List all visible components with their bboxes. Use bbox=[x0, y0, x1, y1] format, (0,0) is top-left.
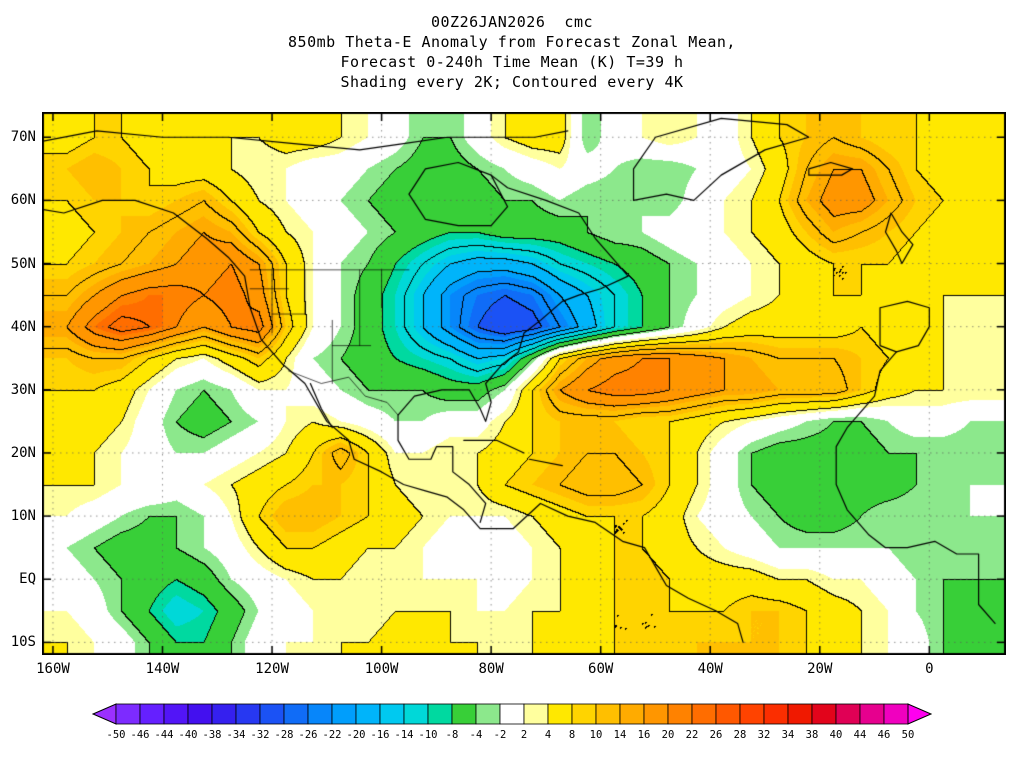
colorbar-tick-label: 10 bbox=[590, 729, 603, 741]
colorbar-tick-label: 32 bbox=[758, 729, 771, 741]
colorbar-segment bbox=[883, 703, 909, 725]
colorbar-segment bbox=[715, 703, 741, 725]
colorbar-tick-label: -8 bbox=[446, 729, 459, 741]
colorbar-tick-label: 2 bbox=[521, 729, 527, 741]
model-run-label: 00Z26JAN2026 cmc bbox=[430, 13, 594, 31]
colorbar-segment bbox=[451, 703, 477, 725]
colorbar-segment bbox=[619, 703, 645, 725]
colorbar-segment bbox=[691, 703, 717, 725]
colorbar-tick-label: 28 bbox=[734, 729, 747, 741]
x-axis-tick-label: 0 bbox=[925, 661, 934, 677]
colorbar-segment bbox=[859, 703, 885, 725]
y-axis-tick-label: 70N bbox=[10, 129, 36, 146]
x-axis-tick-label: 120W bbox=[255, 661, 289, 677]
colorbar-segment bbox=[307, 703, 333, 725]
colorbar-tick-label: 50 bbox=[902, 729, 915, 741]
x-axis-tick-label: 140W bbox=[145, 661, 180, 677]
colorbar-segment bbox=[139, 703, 165, 725]
colorbar-segment bbox=[667, 703, 693, 725]
colorbar-segment bbox=[355, 703, 381, 725]
colorbar-left-arrow bbox=[92, 703, 117, 725]
colorbar-segment bbox=[115, 703, 141, 725]
x-axis-tick-label: 40W bbox=[697, 661, 723, 677]
colorbar-segment bbox=[235, 703, 261, 725]
title-block: 00Z26JAN2026 cmc 850mb Theta-E Anomaly f… bbox=[0, 12, 1024, 92]
colorbar-tick-label: -50 bbox=[107, 729, 126, 741]
colorbar-segment bbox=[547, 703, 573, 725]
colorbar-tick-label: 40 bbox=[830, 729, 843, 741]
colorbar-segment bbox=[475, 703, 501, 725]
y-axis-tick-label: 30N bbox=[10, 381, 36, 398]
colorbar-tick-label: -46 bbox=[131, 729, 150, 741]
colorbar-tick-label: -14 bbox=[395, 729, 414, 741]
y-axis-tick-label: 10S bbox=[10, 634, 36, 651]
chart-title: 850mb Theta-E Anomaly from Forecast Zona… bbox=[288, 33, 736, 51]
colorbar-tick-label: 4 bbox=[545, 729, 551, 741]
colorbar-tick-label: -40 bbox=[179, 729, 198, 741]
colorbar-segment bbox=[379, 703, 405, 725]
colorbar-tick-label: 22 bbox=[686, 729, 699, 741]
colorbar-tick-label: -32 bbox=[251, 729, 270, 741]
colorbar-segment bbox=[835, 703, 861, 725]
colorbar-segment bbox=[763, 703, 789, 725]
colorbar-tick-label: 38 bbox=[806, 729, 819, 741]
x-axis-tick-label: 100W bbox=[364, 661, 399, 677]
colorbar-segment bbox=[403, 703, 429, 725]
y-axis-tick-label: 20N bbox=[10, 444, 36, 461]
colorbar-tick-label: -22 bbox=[323, 729, 342, 741]
colorbar-tick-label: 14 bbox=[614, 729, 627, 741]
colorbar-tick-label: 20 bbox=[662, 729, 675, 741]
colorbar-tick-label: -4 bbox=[470, 729, 483, 741]
colorbar-tick-label: -38 bbox=[203, 729, 222, 741]
colorbar-segment bbox=[283, 703, 309, 725]
colorbar-tick-label: 16 bbox=[638, 729, 651, 741]
colorbar-segment bbox=[643, 703, 669, 725]
x-axis-tick-label: 20W bbox=[807, 661, 833, 677]
colorbar-segment bbox=[211, 703, 237, 725]
colorbar-tick-label: -10 bbox=[419, 729, 438, 741]
colorbar-segment bbox=[739, 703, 765, 725]
colorbar-tick-label: -20 bbox=[347, 729, 366, 741]
y-axis-tick-label: 10N bbox=[10, 508, 36, 525]
y-axis-tick-label: 50N bbox=[10, 255, 36, 272]
x-axis-tick-label: 160W bbox=[36, 661, 70, 677]
colorbar-segment bbox=[163, 703, 189, 725]
colorbar-segment bbox=[331, 703, 357, 725]
colorbar: -50 -46 -44 -40 -38 -34 -32 -28 -26 -22 -20 -16 -14-… bbox=[92, 703, 932, 741]
theta-e-anomaly-field-canvas bbox=[42, 112, 1006, 655]
colorbar-segment bbox=[427, 703, 453, 725]
colorbar-tick-label: 26 bbox=[710, 729, 723, 741]
colorbar-tick-label: 44 bbox=[854, 729, 867, 741]
y-axis-tick-label: EQ bbox=[19, 571, 36, 588]
map-plot: 70N 60N 50N 40N 30N 20N 10N EQ 10S 160W 140W 120W 10… bbox=[11, 112, 1006, 677]
shading-note: Shading every 2K; Contoured every 4K bbox=[340, 73, 684, 91]
x-axis-tick-label: 60W bbox=[588, 661, 614, 677]
colorbar-tick-label: 46 bbox=[878, 729, 891, 741]
colorbar-segment bbox=[187, 703, 213, 725]
colorbar-right-arrow bbox=[907, 703, 932, 725]
colorbar-tick-label: -2 bbox=[494, 729, 507, 741]
colorbar-segment bbox=[811, 703, 837, 725]
y-axis-tick-label: 40N bbox=[10, 318, 36, 335]
colorbar-tick-label: -44 bbox=[155, 729, 174, 741]
colorbar-segment bbox=[571, 703, 597, 725]
colorbar-tick-label: 8 bbox=[569, 729, 575, 741]
colorbar-segment bbox=[499, 703, 525, 725]
colorbar-tick-label: 34 bbox=[782, 729, 795, 741]
colorbar-tick-label: -28 bbox=[275, 729, 294, 741]
y-axis-tick-label: 60N bbox=[10, 192, 36, 209]
colorbar-tick-label: -34 bbox=[227, 729, 246, 741]
x-axis-tick-label: 80W bbox=[478, 661, 504, 677]
colorbar-segment bbox=[787, 703, 813, 725]
colorbar-segment bbox=[523, 703, 549, 725]
colorbar-tick-label: -16 bbox=[371, 729, 390, 741]
colorbar-tick-label: -26 bbox=[299, 729, 318, 741]
forecast-range-label: Forecast 0-240h Time Mean (K) T=39 h bbox=[340, 53, 684, 71]
colorbar-segment bbox=[595, 703, 621, 725]
colorbar-segment bbox=[259, 703, 285, 725]
